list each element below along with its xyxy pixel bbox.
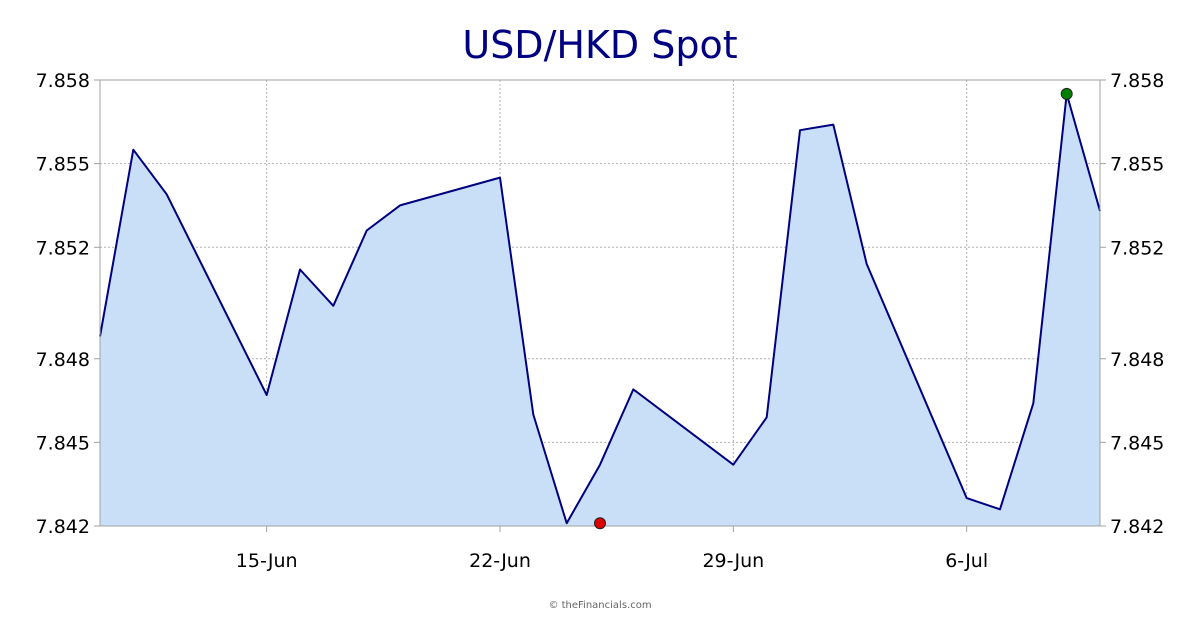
x-tick-label: 22-Jun — [469, 550, 531, 572]
chart-title: USD/HKD Spot — [462, 23, 737, 67]
x-tick-label: 6-Jul — [945, 550, 988, 572]
y-tick-label-right: 7.858 — [1110, 70, 1164, 92]
y-tick-label-right: 7.848 — [1110, 349, 1164, 371]
max-value-marker — [1060, 87, 1073, 100]
area-fill — [100, 93, 1100, 527]
y-tick-label-left: 7.858 — [36, 70, 90, 92]
x-tick-label: 29-Jun — [702, 550, 764, 572]
x-tick-label: 15-Jun — [236, 550, 298, 572]
y-tick-label-left: 7.855 — [36, 154, 90, 176]
extreme-markers — [594, 87, 1073, 530]
y-tick-label-left: 7.848 — [36, 349, 90, 371]
y-tick-label-right: 7.855 — [1110, 154, 1164, 176]
y-tick-label-right: 7.842 — [1110, 516, 1164, 538]
y-tick-label-right: 7.852 — [1110, 237, 1164, 259]
y-tick-label-left: 7.842 — [36, 516, 90, 538]
series-line — [99, 92, 1101, 525]
data-area — [99, 92, 1101, 527]
y-tick-label-left: 7.852 — [36, 237, 90, 259]
y-tick-label-left: 7.845 — [36, 432, 90, 454]
min-value-marker — [594, 517, 606, 530]
axes: 7.858 7.858 7.855 7.855 7.852 7.852 7.848 7.848… — [36, 70, 1165, 572]
y-tick-label-right: 7.845 — [1110, 432, 1164, 454]
credit-label: © theFinancials.com — [548, 600, 651, 611]
